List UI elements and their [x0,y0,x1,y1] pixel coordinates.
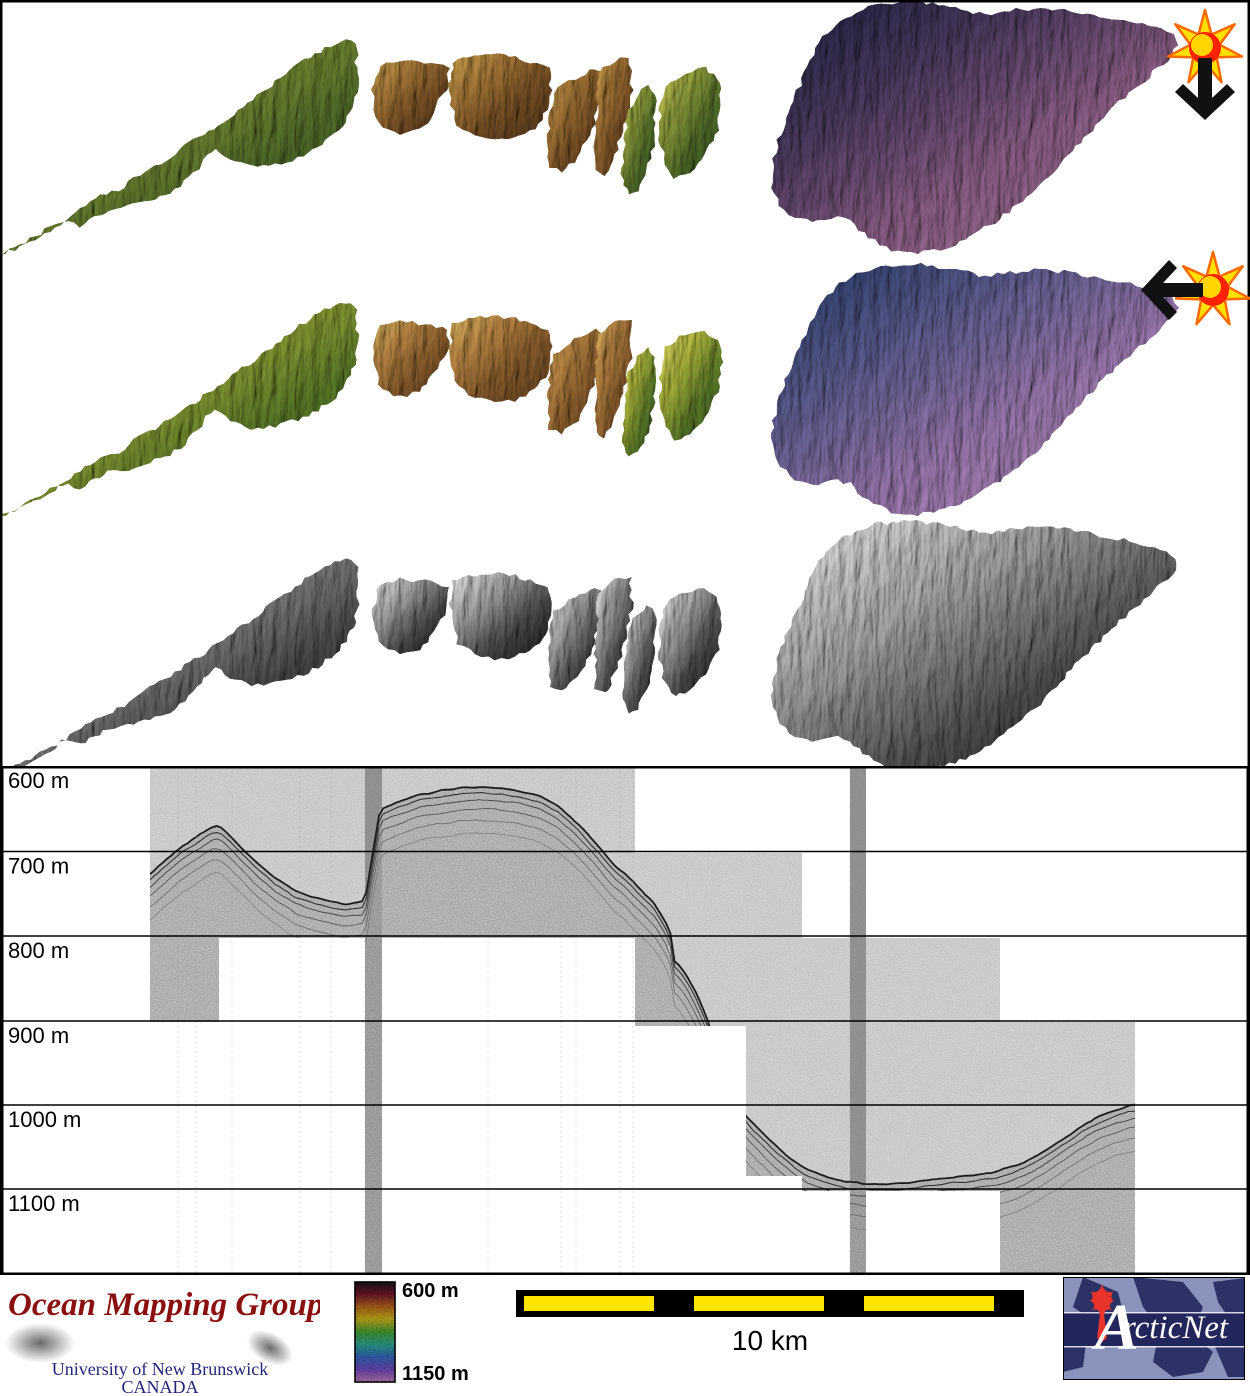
svg-text:1000 m: 1000 m [8,1107,81,1132]
svg-text:700 m: 700 m [8,854,69,879]
svg-text:University of New Brunswick: University of New Brunswick [52,1359,268,1379]
svg-text:10 km: 10 km [732,1325,808,1356]
svg-text:600 m: 600 m [402,1280,459,1302]
svg-text:rcticNet: rcticNet [1123,1310,1229,1346]
svg-text:Ocean Mapping Group: Ocean Mapping Group [8,1287,320,1323]
svg-text:1150 m: 1150 m [402,1363,469,1385]
svg-text:800 m: 800 m [8,938,69,963]
svg-text:900 m: 900 m [8,1023,69,1048]
svg-text:1100 m: 1100 m [8,1191,80,1216]
svg-text:CANADA: CANADA [121,1377,198,1393]
svg-text:600 m: 600 m [8,768,69,793]
